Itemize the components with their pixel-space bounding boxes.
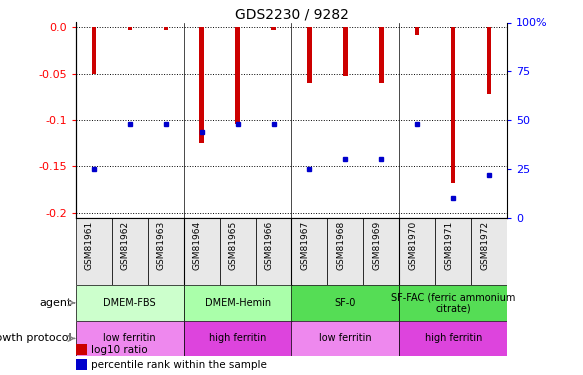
Text: GSM81971: GSM81971 (444, 221, 453, 270)
Bar (76, 285, 184, 321)
Bar (92, 27, 96, 74)
Bar (184, 321, 292, 356)
Text: SF-0: SF-0 (335, 298, 356, 308)
Bar (292, 321, 399, 356)
Text: growth protocol: growth protocol (0, 333, 72, 344)
Bar (471, 217, 507, 285)
Bar (220, 217, 255, 285)
Text: GSM81965: GSM81965 (229, 221, 238, 270)
Text: GSM81970: GSM81970 (408, 221, 417, 270)
Text: GSM81968: GSM81968 (336, 221, 345, 270)
Bar (76, 321, 184, 356)
Text: GSM81964: GSM81964 (192, 221, 202, 270)
Text: GSM81963: GSM81963 (157, 221, 166, 270)
Text: DMEM-Hemin: DMEM-Hemin (205, 298, 271, 308)
Text: low ferritin: low ferritin (103, 333, 156, 344)
Text: GSM81972: GSM81972 (480, 221, 489, 270)
Text: high ferritin: high ferritin (424, 333, 482, 344)
Bar (76, 359, 86, 370)
Bar (451, 27, 455, 183)
Bar (487, 27, 491, 94)
Text: log10 ratio: log10 ratio (91, 345, 147, 355)
Text: GSM81966: GSM81966 (265, 221, 273, 270)
Bar (379, 27, 384, 83)
Text: GSM81969: GSM81969 (373, 221, 381, 270)
Bar (436, 217, 471, 285)
Bar (292, 217, 328, 285)
Bar (76, 344, 86, 355)
Text: high ferritin: high ferritin (209, 333, 266, 344)
Bar (147, 217, 184, 285)
Bar (271, 27, 276, 30)
Text: SF-FAC (ferric ammonium
citrate): SF-FAC (ferric ammonium citrate) (391, 292, 515, 314)
Text: GSM81967: GSM81967 (300, 221, 310, 270)
Bar (255, 217, 292, 285)
Text: DMEM-FBS: DMEM-FBS (103, 298, 156, 308)
Bar (292, 285, 399, 321)
Bar (415, 27, 420, 34)
Bar (328, 217, 363, 285)
Title: GDS2230 / 9282: GDS2230 / 9282 (234, 8, 349, 21)
Bar (128, 27, 132, 30)
Bar (76, 217, 112, 285)
Bar (184, 285, 292, 321)
Text: low ferritin: low ferritin (319, 333, 372, 344)
Bar (112, 217, 147, 285)
Text: agent: agent (39, 298, 72, 308)
Text: GSM81961: GSM81961 (85, 221, 94, 270)
Bar (363, 217, 399, 285)
Bar (199, 27, 204, 143)
Bar (307, 27, 312, 83)
Bar (399, 217, 436, 285)
Bar (163, 27, 168, 30)
Bar (399, 285, 507, 321)
Bar (184, 217, 220, 285)
Bar (236, 27, 240, 124)
Bar (399, 321, 507, 356)
Text: percentile rank within the sample: percentile rank within the sample (91, 360, 267, 370)
Text: GSM81962: GSM81962 (121, 221, 129, 270)
Bar (343, 27, 347, 76)
